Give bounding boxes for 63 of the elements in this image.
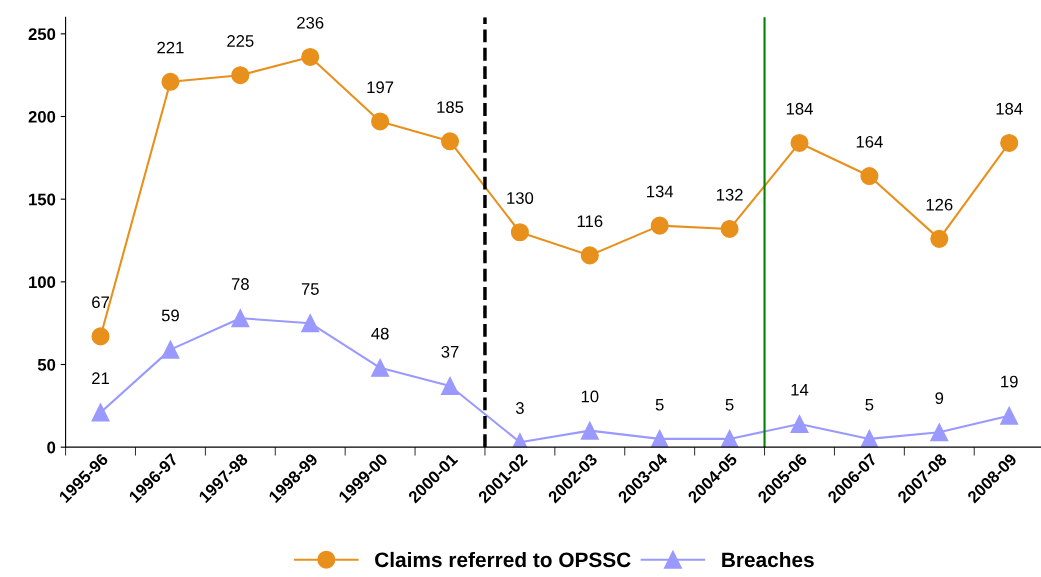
point [91,403,110,422]
point [301,47,320,67]
point [91,327,110,346]
data-label: 9 [935,392,944,404]
point [440,132,460,151]
y-tick-label: 0 [47,441,56,454]
point [650,429,669,448]
y-tick-label: 100 [29,276,56,289]
y-tick-label: 50 [37,358,56,371]
data-label: 78 [231,278,249,290]
point [580,246,599,265]
data-label: 132 [716,188,743,201]
point [161,340,180,359]
data-label: 130 [507,192,534,204]
data-label: 221 [157,41,184,54]
point [930,229,949,248]
point [371,358,390,377]
data-label: 225 [227,35,254,47]
data-label: 184 [786,102,813,115]
y-tick-label: 250 [28,28,56,41]
point [790,133,809,152]
data-label: 48 [371,327,389,340]
data-label: 75 [301,283,319,295]
data-label: 5 [865,398,874,411]
point [930,423,949,442]
legend-label: Breaches [722,551,814,568]
point [860,167,879,186]
data-label: 10 [581,390,599,403]
point [161,72,180,91]
point [720,429,739,448]
point [231,66,250,85]
data-label: 59 [161,309,179,322]
point [440,376,460,396]
point [1000,133,1019,152]
data-label: 5 [655,398,664,411]
data-label: 116 [577,215,603,228]
point [1000,406,1019,425]
data-label: 14 [791,384,809,396]
data-label: 164 [856,135,883,148]
point [301,314,320,333]
point [510,223,529,242]
point [790,414,809,434]
legend-label: Claims referred to OPSSC [375,551,631,568]
data-label: 185 [437,101,464,114]
data-label: 19 [1001,375,1018,388]
y-tick-label: 150 [29,193,56,206]
data-label: 126 [926,198,953,211]
data-label: 184 [996,102,1023,115]
data-label: 134 [647,185,674,198]
point [720,219,739,238]
data-label: 3 [515,402,524,414]
data-label: 236 [297,16,324,29]
point [231,309,250,328]
point [860,429,879,448]
point [371,112,390,131]
data-label: 21 [92,372,109,384]
point [580,421,599,440]
y-tick-label: 200 [28,110,56,123]
point [650,216,669,235]
data-label: 5 [725,398,734,411]
data-label: 197 [367,81,394,94]
data-label: 37 [441,345,459,358]
data-label: 67 [92,296,109,309]
